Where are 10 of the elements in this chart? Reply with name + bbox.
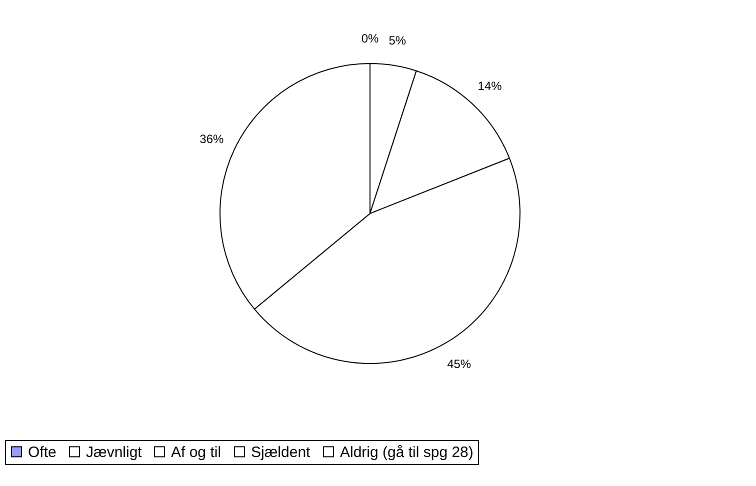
data-label: 14% [478, 78, 502, 93]
legend-label: Ofte [28, 444, 56, 461]
data-label: 5% [388, 34, 406, 48]
text: 0% [361, 32, 379, 46]
legend-label: Aldrig (gå til spg 28) [340, 444, 474, 461]
legend-label: Sjældent [251, 444, 312, 461]
data-label: 45% [447, 357, 472, 372]
legend-label: Jævnligt [86, 444, 143, 461]
legend-label: Af og til [171, 444, 222, 461]
data-label: 36% [200, 132, 224, 146]
